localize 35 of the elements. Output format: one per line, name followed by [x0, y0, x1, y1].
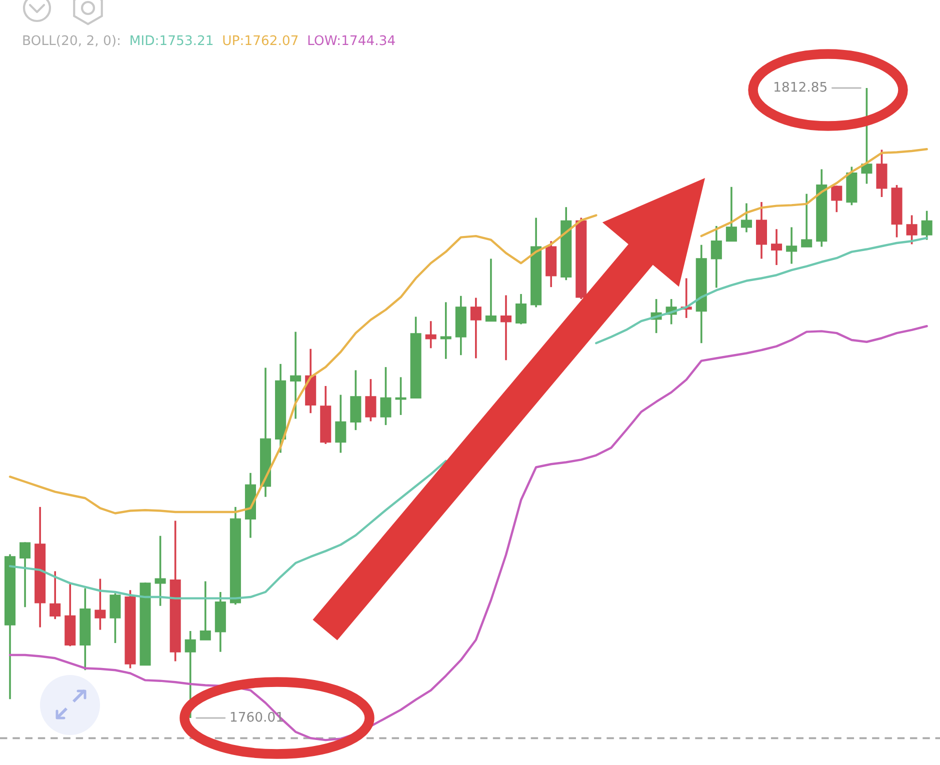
- candlestick: [110, 592, 121, 644]
- candlestick: [50, 570, 61, 620]
- candlestick: [876, 148, 888, 198]
- candlestick: [921, 210, 932, 241]
- candlestick: [365, 378, 376, 422]
- candlestick: [425, 320, 436, 350]
- candlestick: [710, 225, 722, 289]
- candlestick: [485, 258, 496, 322]
- candlestick: [771, 228, 782, 266]
- candlestick: [290, 330, 302, 420]
- candlestick: [726, 186, 737, 242]
- candlestick: [94, 578, 106, 631]
- candlestick: [440, 301, 452, 360]
- candlestick: [470, 296, 482, 360]
- candlestick: [801, 192, 812, 248]
- candlestick: [335, 394, 346, 454]
- candlestick: [380, 366, 392, 426]
- candlestick: [786, 226, 798, 265]
- legend-title: BOLL(20, 2, 0):: [23, 35, 120, 47]
- candlestick: [861, 87, 872, 185]
- candlestick: [395, 376, 406, 416]
- candlestick: [154, 535, 166, 607]
- candlestick: [831, 184, 842, 214]
- candlestick: [20, 541, 31, 608]
- text: LOW:1744.34: [308, 35, 395, 46]
- annotation: 1812.85: [774, 82, 826, 92]
- candlestick: [500, 294, 512, 362]
- text: UP:1762.07: [223, 35, 298, 46]
- candlestick: [906, 214, 918, 246]
- candlestick: [184, 630, 196, 719]
- candlestick: [756, 201, 768, 260]
- candlestick: [200, 580, 211, 641]
- candlestick: [516, 293, 527, 326]
- candlestick: [740, 202, 752, 234]
- text: MID:1753.21: [130, 35, 213, 46]
